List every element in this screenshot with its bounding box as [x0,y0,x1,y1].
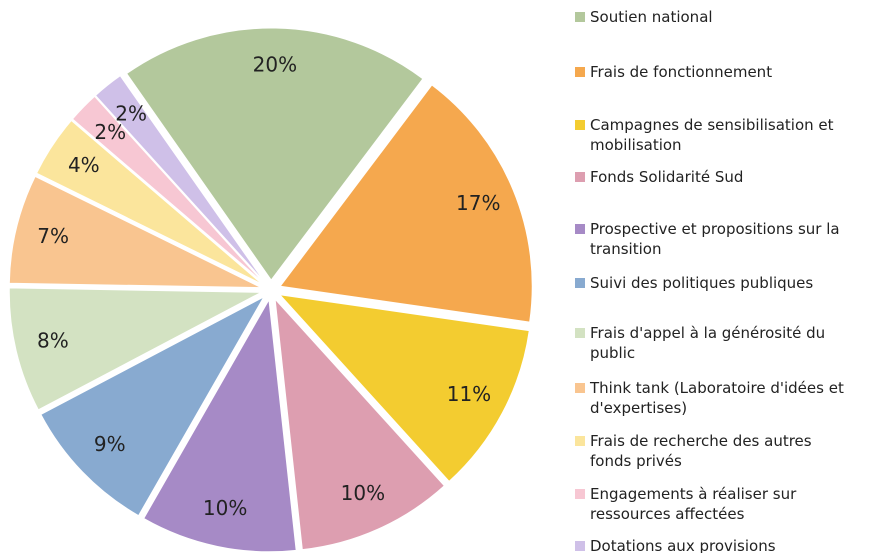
value-label: 11% [447,382,491,406]
pie-slice [8,287,262,411]
value-label: 4% [68,153,100,177]
legend-swatch [575,12,585,22]
legend-item: Campagnes de sensibilisation et mobilisa… [575,115,850,155]
pie-slice [278,294,530,483]
legend-item: Fonds Solidarité Sud [575,167,850,187]
legend-label: Frais d'appel à la générosité du public [590,324,826,362]
legend-swatch [575,67,585,77]
legend-swatch [575,541,585,551]
legend-swatch [575,436,585,446]
legend-swatch [575,489,585,499]
legend-item: Frais de recherche des autres fonds priv… [575,431,850,471]
legend-swatch [575,328,585,338]
value-label: 17% [456,191,500,215]
legend-item: Frais de fonctionnement [575,62,850,82]
pie-slice [40,295,266,517]
legend-item: Suivi des politiques publiques [575,273,850,293]
pie-slice [8,175,262,289]
value-label: 2% [115,101,147,125]
legend-item: Dotations aux provisions [575,536,850,553]
legend-label: Fonds Solidarité Sud [590,168,744,186]
legend-label: Engagements à réaliser sur ressources af… [590,485,797,523]
legend-label: Suivi des politiques publiques [590,274,814,292]
legend-label: Think tank (Laboratoire d'idées et d'exp… [590,379,844,417]
pie-slice [143,298,297,553]
pie-slice [125,27,424,281]
legend-label: Dotations aux provisions [590,537,776,553]
legend-label: Campagnes de sensibilisation et mobilisa… [590,116,834,154]
legend-label: Soutien national [590,8,713,26]
legend-swatch [575,278,585,288]
value-label: 20% [253,52,297,76]
legend-swatch [575,120,585,130]
pie-slice [35,119,263,285]
legend-label: Frais de recherche des autres fonds priv… [590,432,812,470]
value-label: 9% [94,432,126,456]
value-label: 7% [37,224,69,248]
legend-swatch [575,172,585,182]
pie-slice [279,84,533,323]
value-label: 10% [203,496,247,520]
legend-swatch [575,383,585,393]
pie-slice [94,75,266,283]
legend-item: Prospective et propositions sur la trans… [575,219,850,259]
legend-item: Frais d'appel à la générosité du public [575,323,850,363]
legend-label: Prospective et propositions sur la trans… [590,220,840,258]
pie-slice [71,95,265,284]
value-label: 10% [341,481,385,505]
pie-area: 20%17%11%10%10%9%8%7%4%2%2% [8,27,533,553]
legend-item: Think tank (Laboratoire d'idées et d'exp… [575,378,850,418]
value-label: 8% [37,328,69,352]
legend-label: Frais de fonctionnement [590,63,773,81]
legend-item: Engagements à réaliser sur ressources af… [575,484,850,524]
legend-item: Soutien national [575,7,850,27]
pie-slice [274,297,446,551]
legend-swatch [575,224,585,234]
